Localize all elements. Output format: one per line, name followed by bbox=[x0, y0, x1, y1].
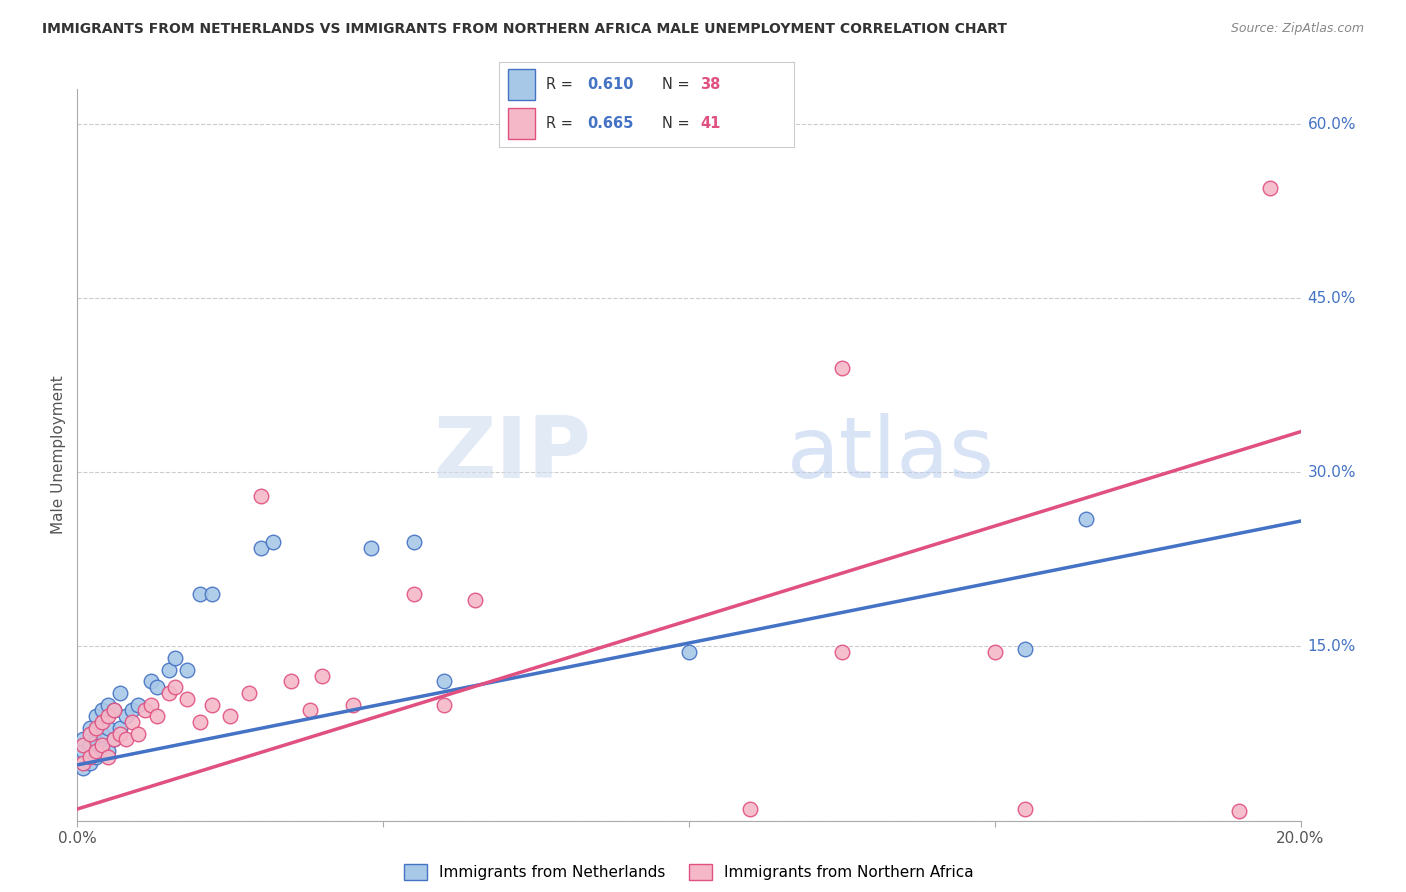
Text: R =: R = bbox=[547, 77, 578, 92]
Point bbox=[108, 686, 131, 700]
Point bbox=[127, 698, 149, 712]
Point bbox=[831, 360, 853, 375]
Point bbox=[84, 709, 107, 723]
Point bbox=[90, 703, 112, 717]
Point bbox=[311, 668, 333, 682]
Point bbox=[262, 535, 284, 549]
Point bbox=[165, 680, 187, 694]
Point bbox=[146, 709, 169, 723]
Text: 0.665: 0.665 bbox=[588, 116, 634, 131]
Point bbox=[250, 489, 273, 503]
Point bbox=[103, 703, 125, 717]
Point bbox=[342, 698, 364, 712]
Text: 45.0%: 45.0% bbox=[1308, 291, 1355, 306]
Point bbox=[103, 703, 125, 717]
Point bbox=[201, 698, 224, 712]
Point bbox=[90, 741, 112, 756]
Point bbox=[127, 726, 149, 740]
Point bbox=[97, 749, 120, 764]
Point bbox=[238, 686, 260, 700]
Point bbox=[90, 714, 112, 729]
Point bbox=[984, 645, 1007, 659]
Point bbox=[1014, 802, 1036, 816]
Legend: Immigrants from Netherlands, Immigrants from Northern Africa: Immigrants from Netherlands, Immigrants … bbox=[398, 858, 980, 886]
Point bbox=[360, 541, 382, 555]
Text: ZIP: ZIP bbox=[433, 413, 591, 497]
Point bbox=[115, 709, 138, 723]
Point bbox=[108, 726, 131, 740]
Point bbox=[103, 732, 125, 747]
Point bbox=[831, 645, 853, 659]
Text: 30.0%: 30.0% bbox=[1308, 465, 1355, 480]
Text: N =: N = bbox=[661, 77, 693, 92]
Point bbox=[79, 756, 101, 770]
Y-axis label: Male Unemployment: Male Unemployment bbox=[51, 376, 66, 534]
Point bbox=[72, 756, 94, 770]
Point bbox=[250, 541, 273, 555]
Point bbox=[103, 732, 125, 747]
Point bbox=[740, 802, 762, 816]
Point bbox=[97, 721, 120, 735]
Point bbox=[115, 732, 138, 747]
Point bbox=[72, 738, 94, 752]
Point bbox=[84, 749, 107, 764]
Point bbox=[72, 744, 94, 758]
Point bbox=[201, 587, 224, 601]
Point bbox=[433, 698, 456, 712]
Point bbox=[1229, 805, 1251, 819]
Text: atlas: atlas bbox=[787, 413, 995, 497]
Point bbox=[139, 674, 162, 689]
Point bbox=[402, 587, 425, 601]
Text: R =: R = bbox=[547, 116, 578, 131]
Point bbox=[280, 674, 302, 689]
Point bbox=[121, 703, 143, 717]
Point bbox=[72, 761, 94, 775]
Point bbox=[219, 709, 242, 723]
Point bbox=[79, 738, 101, 752]
Point bbox=[678, 645, 700, 659]
Point bbox=[97, 709, 120, 723]
Point bbox=[157, 686, 180, 700]
Text: Source: ZipAtlas.com: Source: ZipAtlas.com bbox=[1230, 22, 1364, 36]
Point bbox=[157, 663, 180, 677]
Point bbox=[72, 732, 94, 747]
Point bbox=[90, 726, 112, 740]
Point bbox=[176, 663, 198, 677]
FancyBboxPatch shape bbox=[508, 108, 534, 139]
Point bbox=[298, 703, 321, 717]
Point bbox=[90, 738, 112, 752]
Point bbox=[402, 535, 425, 549]
Point bbox=[165, 651, 187, 665]
Point bbox=[97, 744, 120, 758]
Point bbox=[139, 698, 162, 712]
Text: 41: 41 bbox=[700, 116, 720, 131]
Point bbox=[79, 721, 101, 735]
Point bbox=[84, 721, 107, 735]
Text: N =: N = bbox=[661, 116, 693, 131]
Point bbox=[79, 749, 101, 764]
Point bbox=[1014, 641, 1036, 656]
Point bbox=[84, 734, 107, 748]
Text: 38: 38 bbox=[700, 77, 720, 92]
Point bbox=[1076, 512, 1098, 526]
Point bbox=[146, 680, 169, 694]
Point bbox=[97, 698, 120, 712]
FancyBboxPatch shape bbox=[508, 70, 534, 100]
Point bbox=[433, 674, 456, 689]
Point bbox=[188, 587, 211, 601]
Text: IMMIGRANTS FROM NETHERLANDS VS IMMIGRANTS FROM NORTHERN AFRICA MALE UNEMPLOYMENT: IMMIGRANTS FROM NETHERLANDS VS IMMIGRANT… bbox=[42, 22, 1007, 37]
Point bbox=[79, 726, 101, 740]
Point bbox=[176, 691, 198, 706]
Text: 0.610: 0.610 bbox=[588, 77, 634, 92]
Point bbox=[134, 703, 156, 717]
Point bbox=[108, 721, 131, 735]
Point bbox=[188, 714, 211, 729]
Text: 60.0%: 60.0% bbox=[1308, 117, 1355, 131]
Point bbox=[84, 723, 107, 737]
Text: 15.0%: 15.0% bbox=[1308, 639, 1355, 654]
Point bbox=[1258, 181, 1281, 195]
Point bbox=[464, 593, 486, 607]
Point bbox=[121, 714, 143, 729]
Point bbox=[84, 744, 107, 758]
